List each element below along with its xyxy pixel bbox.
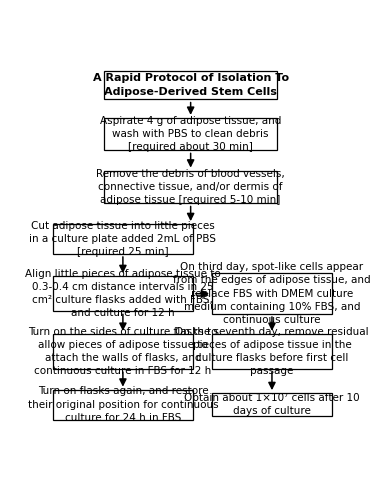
Text: Obtain about 1×10⁷ cells after 10
days of culture: Obtain about 1×10⁷ cells after 10 days o… [184,393,360,416]
Text: A Rapid Protocol of Isolation To
Adipose-Derived Stem Cells: A Rapid Protocol of Isolation To Adipose… [93,74,289,96]
Text: Aspirate 4 g of adipose tissue, and
wash with PBS to clean debris
[required abou: Aspirate 4 g of adipose tissue, and wash… [100,116,281,152]
FancyBboxPatch shape [212,334,332,369]
Text: On third day, spot-like cells appear
from the edges of adipose tissue, and
repla: On third day, spot-like cells appear fro… [173,262,371,325]
Text: Remove the debris of blood vessels,
connective tissue, and/or dermis of
adipose : Remove the debris of blood vessels, conn… [96,169,285,205]
FancyBboxPatch shape [212,393,332,416]
FancyBboxPatch shape [53,390,193,420]
FancyBboxPatch shape [104,118,277,150]
FancyBboxPatch shape [212,274,332,314]
FancyBboxPatch shape [104,70,277,100]
FancyBboxPatch shape [104,170,277,203]
Text: On the seventh day, remove residual
pieces of adipose tissue in the
culture flas: On the seventh day, remove residual piec… [175,326,369,376]
Text: Cut adipose tissue into little pieces
in a culture plate added 2mL of PBS
[requi: Cut adipose tissue into little pieces in… [29,221,217,257]
FancyBboxPatch shape [53,276,193,312]
Text: Turn on the sides of culture flasks to
allow pieces of adipose tissue to
attach : Turn on the sides of culture flasks to a… [28,326,218,376]
FancyBboxPatch shape [53,224,193,254]
Text: Turn on flasks again, and restore
their original position for continuous
culture: Turn on flasks again, and restore their … [28,386,218,423]
FancyBboxPatch shape [53,334,193,369]
Text: Align little pieces of adipose tissue to
0.3-0.4 cm distance intervals in 25
cm²: Align little pieces of adipose tissue to… [25,269,221,318]
